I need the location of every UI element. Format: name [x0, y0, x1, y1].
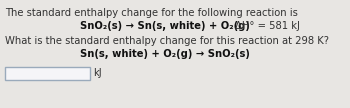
- Text: kJ: kJ: [93, 68, 102, 79]
- Text: SnO₂(s) → Sn(s, white) + O₂(g): SnO₂(s) → Sn(s, white) + O₂(g): [80, 21, 250, 31]
- Text: Sn(s, white) + O₂(g) → SnO₂(s): Sn(s, white) + O₂(g) → SnO₂(s): [80, 49, 250, 59]
- Text: The standard enthalpy change for the following reaction is: The standard enthalpy change for the fol…: [5, 8, 301, 18]
- Bar: [5, 67, 90, 80]
- Text: What is the standard enthalpy change for this reaction at 298 K?: What is the standard enthalpy change for…: [5, 36, 329, 46]
- Text: ΔH° = 581 kJ: ΔH° = 581 kJ: [235, 21, 300, 31]
